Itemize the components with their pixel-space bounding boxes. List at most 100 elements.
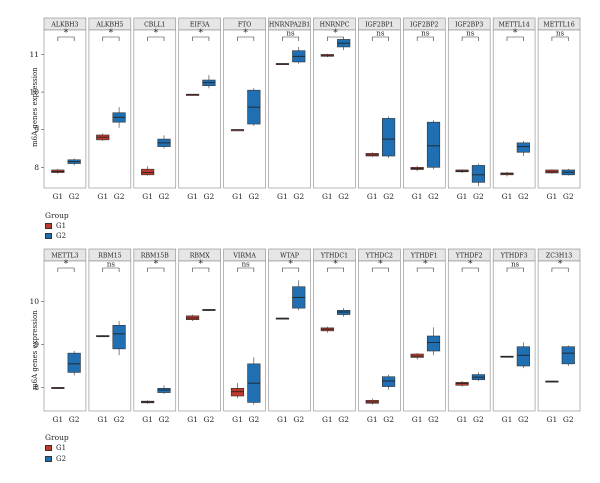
- legend-item-g1-bottom: G1: [45, 444, 66, 452]
- facet-strip-label: CBLL1: [144, 22, 165, 29]
- x-tick-label: G1: [52, 192, 63, 201]
- significance-bracket: [506, 36, 524, 41]
- box-g2: [67, 352, 81, 373]
- significance-label: *: [468, 260, 473, 270]
- x-tick-label: G2: [248, 415, 259, 424]
- box-g2: [382, 376, 396, 387]
- facet-panel: [133, 260, 177, 412]
- y-tick-label: 8: [34, 163, 39, 172]
- x-tick-label: G1: [322, 192, 333, 201]
- significance-bracket: [551, 267, 569, 272]
- significance-bracket: [282, 36, 300, 41]
- significance-label: *: [199, 260, 204, 270]
- facet-panel: [358, 29, 401, 189]
- x-tick-label: G2: [473, 192, 484, 201]
- significance-bracket: [551, 36, 569, 41]
- y-tick-label: 11: [29, 50, 39, 59]
- x-tick-label: G1: [457, 192, 468, 201]
- box-g2: [516, 142, 530, 153]
- x-tick-label: G1: [97, 192, 108, 201]
- x-tick-label: G2: [204, 192, 215, 201]
- x-tick-label: G1: [97, 415, 108, 424]
- x-tick-label: G2: [114, 192, 125, 201]
- x-tick-label: G2: [473, 415, 484, 424]
- significance-bracket: [237, 36, 255, 41]
- facet-strip-label: FTO: [238, 22, 252, 29]
- x-tick-label: G1: [367, 415, 378, 424]
- x-tick-label: G2: [563, 415, 574, 424]
- significance-label: *: [288, 260, 293, 270]
- x-tick-label: G1: [142, 192, 153, 201]
- significance-label: ns: [376, 30, 385, 38]
- significance-bracket: [147, 267, 165, 272]
- x-tick-label: G2: [383, 415, 394, 424]
- x-tick-label: G2: [338, 192, 349, 201]
- facet-panel: [447, 29, 491, 189]
- facet-panel: [537, 260, 581, 412]
- facet-strip-label: VIRMA: [232, 253, 256, 260]
- significance-label: ns: [466, 30, 475, 38]
- facet-panel: [313, 260, 356, 412]
- y-tick-label: 8: [34, 383, 39, 392]
- legend-title-top: Group: [45, 211, 69, 220]
- significance-label: *: [154, 260, 159, 270]
- legend-swatch-g2: [45, 233, 52, 239]
- facet-panel: [268, 260, 311, 412]
- x-tick-label: G1: [547, 415, 558, 424]
- significance-bracket: [102, 36, 120, 41]
- x-tick-label: G1: [412, 415, 423, 424]
- x-tick-label: G1: [367, 192, 378, 201]
- facet-strip-label: METTL3: [51, 253, 78, 260]
- facet-strip-label: YTHDF3: [500, 253, 528, 260]
- facet-strip-label: YTHDF1: [410, 253, 438, 260]
- x-tick-label: G2: [518, 415, 529, 424]
- significance-bracket: [57, 36, 75, 41]
- facet-panel: [43, 260, 87, 412]
- y-tick-label: 9: [34, 340, 39, 349]
- significance-label: *: [423, 260, 428, 270]
- facet-strip-label: IGF2BP3: [455, 22, 483, 29]
- facet-panel: [358, 260, 401, 412]
- legend-swatch-g1: [45, 223, 52, 229]
- x-tick-label: G1: [502, 192, 513, 201]
- significance-label: *: [199, 29, 204, 39]
- significance-label: *: [154, 29, 159, 39]
- significance-bracket: [371, 36, 389, 41]
- y-tick-label: 9: [34, 125, 39, 134]
- facet-strip-label: RBMX: [190, 253, 211, 260]
- facet-strip-label: HNRNPA2B1: [269, 22, 310, 29]
- significance-bracket: [192, 36, 210, 41]
- box-g2: [426, 335, 441, 352]
- x-tick-label: G1: [502, 415, 513, 424]
- x-tick-label: G2: [248, 192, 259, 201]
- x-tick-label: G2: [338, 415, 349, 424]
- x-tick-label: G2: [428, 192, 439, 201]
- facet-strip-label: YTHDF2: [455, 253, 483, 260]
- legend-title-bottom: Group: [45, 433, 69, 442]
- significance-bracket: [461, 36, 479, 41]
- facet-strip-label: RBM15B: [141, 253, 169, 260]
- significance-label: *: [558, 260, 563, 270]
- significance-label: ns: [242, 261, 251, 269]
- x-tick-label: G2: [428, 415, 439, 424]
- facet-panel: [133, 29, 177, 189]
- facet-panel: [492, 260, 536, 412]
- x-tick-label: G1: [277, 415, 288, 424]
- x-tick-label: G2: [159, 415, 170, 424]
- facet-panel: [178, 29, 221, 189]
- box-g2: [426, 121, 441, 168]
- box-g2: [561, 346, 575, 365]
- y-tick-label: 10: [29, 88, 39, 97]
- significance-label: *: [243, 29, 248, 39]
- significance-bracket: [237, 267, 255, 272]
- x-tick-label: G2: [69, 192, 80, 201]
- facet-strip-label: YTHDC1: [320, 253, 348, 260]
- facet-strip-label: RBM15: [98, 253, 121, 260]
- facet-panel: [313, 29, 356, 189]
- significance-label: *: [333, 29, 338, 39]
- facet-strip-label: WTAP: [280, 253, 299, 260]
- significance-label: ns: [421, 30, 430, 38]
- significance-bracket: [327, 267, 344, 272]
